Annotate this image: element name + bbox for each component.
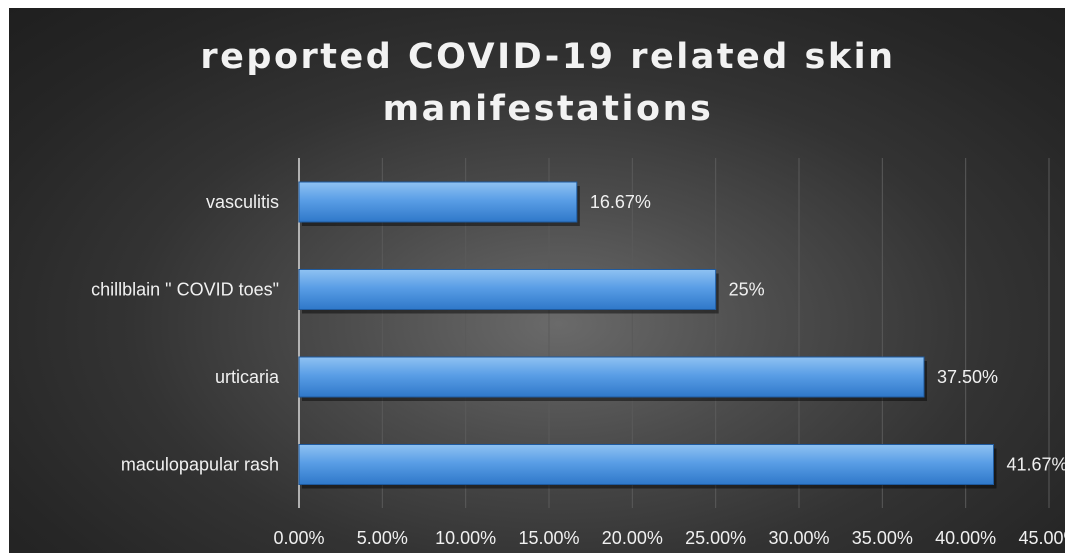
x-tick-label: 15.00% [518,528,579,548]
data-label: 25% [729,280,765,300]
bar-1 [298,269,717,310]
labels: vasculitis 16.67% chillblain " COVID toes"… [91,192,1065,548]
x-tick-label: 45.00% [1018,528,1065,548]
bars [298,181,997,489]
x-tick-label: 25.00% [685,528,746,548]
chart-title-line-2: manifestations [383,89,714,129]
data-label: 41.67% [1007,455,1066,475]
chart-area: reported COVID-19 related skin manifesta… [9,8,1065,553]
category-label: vasculitis [206,192,279,212]
bar-2 [298,356,925,398]
data-label: 16.67% [590,192,651,212]
x-tick-label: 0.00% [273,528,324,548]
x-tick-label: 35.00% [852,528,913,548]
x-tick-label: 10.00% [435,528,496,548]
chart-title-line-1: reported COVID-19 related skin [200,37,895,77]
category-label: urticaria [215,367,280,387]
bar-3 [298,444,994,485]
data-label: 37.50% [937,367,998,387]
category-label: maculopapular rash [121,455,279,475]
category-label: chillblain " COVID toes" [91,280,279,300]
x-tick-label: 20.00% [602,528,663,548]
bar-chart: reported COVID-19 related skin manifesta… [91,37,1065,548]
x-tick-label: 30.00% [768,528,829,548]
bar-0 [298,181,578,223]
x-tick-label: 40.00% [935,528,996,548]
x-tick-label: 5.00% [357,528,408,548]
